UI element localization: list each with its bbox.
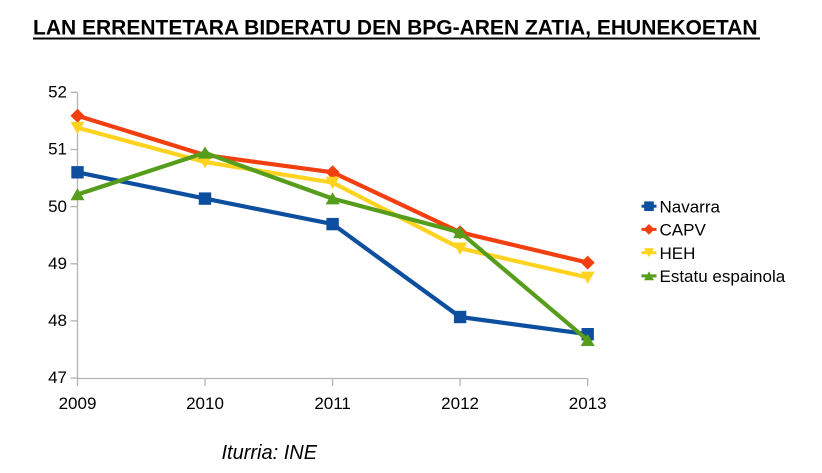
svg-text:Navarra: Navarra [660,197,721,216]
svg-text:HEH: HEH [660,244,696,263]
svg-text:2013: 2013 [569,394,607,413]
svg-text:Estatu espainola: Estatu espainola [660,267,786,286]
svg-text:2011: 2011 [314,394,351,413]
svg-text:52: 52 [48,83,67,102]
svg-text:LAN ERRENTETARA BIDERATU DEN B: LAN ERRENTETARA BIDERATU DEN BPG-AREN ZA… [33,16,758,39]
svg-text:48: 48 [48,311,67,330]
svg-text:50: 50 [48,197,67,216]
svg-text:2012: 2012 [441,394,479,413]
svg-text:2009: 2009 [59,394,97,413]
svg-text:51: 51 [48,140,67,159]
svg-text:Iturria: INE: Iturria: INE [222,442,318,464]
svg-text:49: 49 [48,254,67,273]
svg-text:CAPV: CAPV [660,221,707,240]
svg-text:47: 47 [48,368,67,387]
svg-text:2010: 2010 [186,394,224,413]
